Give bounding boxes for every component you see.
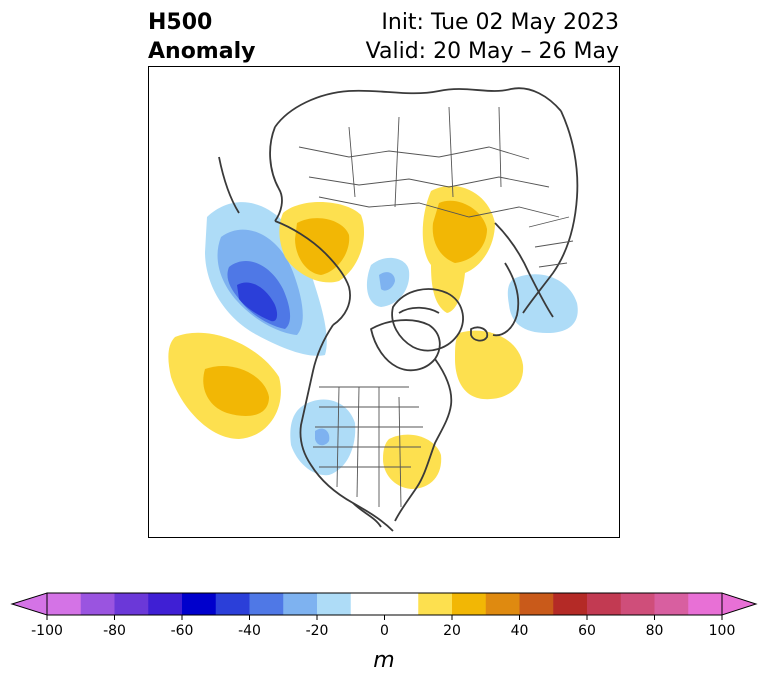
anomaly-map	[168, 87, 579, 532]
colorbar-tick-label: -100	[31, 623, 63, 639]
title-line-2: Anomaly	[148, 39, 256, 64]
colorbar-tick-label: 60	[578, 623, 596, 639]
colorbar-segment	[182, 593, 217, 615]
colorbar-segment	[485, 593, 520, 615]
colorbar-extend-low	[10, 592, 48, 616]
colorbar-unit-label: m	[373, 648, 394, 673]
colorbar-tick-label: 20	[443, 623, 461, 639]
colorbar-extend-high	[721, 592, 758, 616]
colorbar-segment	[249, 593, 284, 615]
colorbar-segment	[80, 593, 115, 615]
colorbar-segment	[114, 593, 149, 615]
colorbar-segment	[553, 593, 588, 615]
map-title: H500 Anomaly	[148, 8, 255, 66]
colorbar-tick-label: -20	[306, 623, 329, 639]
negative-anomaly-europe	[507, 274, 578, 333]
colorbar-segment	[148, 593, 183, 615]
colorbar-segments	[10, 592, 758, 616]
forecast-dates: Init: Tue 02 May 2023 Valid: 20 May – 26…	[366, 8, 619, 66]
colorbar-tick-label: 40	[511, 623, 529, 639]
coastlines	[218, 87, 579, 532]
political-borders	[298, 106, 574, 508]
colorbar-segment	[47, 593, 82, 615]
negative-anomaly-arctic	[366, 257, 410, 307]
colorbar-tick-label: 100	[709, 623, 736, 639]
positive-anomaly-alaska-siberia	[279, 201, 365, 283]
colorbar-segment	[452, 593, 487, 615]
title-line-1: H500	[148, 10, 213, 35]
init-date: Init: Tue 02 May 2023	[381, 10, 619, 35]
colorbar-tick-label: -40	[238, 623, 261, 639]
colorbar-segment	[283, 593, 318, 615]
positive-anomaly-subtropical-pacific	[168, 332, 281, 439]
positive-anomaly-eastern-us	[383, 434, 442, 489]
colorbar-segment	[519, 593, 554, 615]
colorbar-segment	[587, 593, 622, 615]
colorbar-segment	[418, 593, 453, 615]
valid-date-range: Valid: 20 May – 26 May	[365, 39, 619, 64]
colorbar-segment	[350, 593, 419, 615]
colorbar-segment	[620, 593, 655, 615]
colorbar-segment	[654, 593, 689, 615]
colorbar-segment	[688, 593, 723, 615]
map-panel	[148, 66, 620, 538]
colorbar-tick-label: -80	[103, 623, 126, 639]
positive-anomaly-north-atlantic	[455, 330, 524, 400]
colorbar-segment	[317, 593, 352, 615]
colorbar-segment	[215, 593, 250, 615]
colorbar-tick-label: 0	[380, 623, 389, 639]
colorbar-ticks: -100 -80 -60 -40 -20 0 20 40 60 80 100	[31, 615, 735, 639]
colorbar-tick-label: 80	[646, 623, 664, 639]
colorbar-tick-label: -60	[171, 623, 194, 639]
colorbar: -100 -80 -60 -40 -20 0 20 40 60 80 100 m	[10, 592, 758, 673]
positive-anomaly-scandinavia-russia	[422, 185, 495, 313]
